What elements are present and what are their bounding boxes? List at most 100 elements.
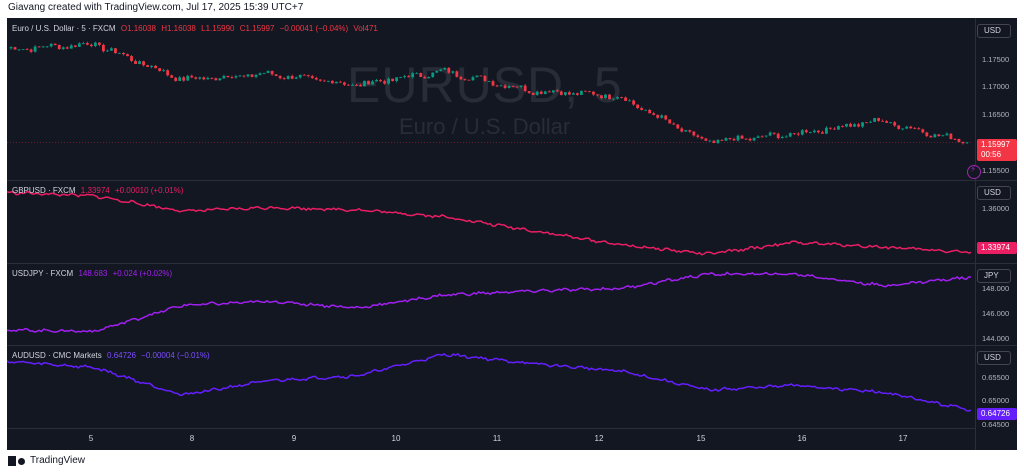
time-tick-label: 16 xyxy=(797,434,807,443)
candle-body xyxy=(804,130,808,133)
candle-body xyxy=(776,133,780,139)
price-tick: 1.15500 xyxy=(982,166,1010,175)
usdjpy-series-line xyxy=(7,271,971,333)
candle-body xyxy=(628,100,631,102)
candle-body xyxy=(579,90,583,95)
candle-body xyxy=(652,113,656,115)
candle-body xyxy=(849,123,852,127)
candle-body xyxy=(668,119,672,124)
candle-body xyxy=(616,97,619,99)
candle-body xyxy=(443,67,447,70)
candle-body xyxy=(49,43,53,47)
candle-body xyxy=(712,140,716,143)
candle-body xyxy=(692,131,696,136)
candle-body xyxy=(527,91,531,93)
candle-body xyxy=(796,133,800,135)
price-scale[interactable]: USD 1.17500 1.17000 1.16500 1.15997 00:5… xyxy=(975,18,1017,450)
candle-body xyxy=(921,129,925,133)
candle-body xyxy=(81,43,85,44)
candle-body xyxy=(106,50,109,52)
candle-body xyxy=(37,46,41,48)
legend-usdjpy[interactable]: USDJPY · FXCM 148.683 +0.024 (+0.02%) xyxy=(12,269,175,278)
candle-body xyxy=(379,80,382,82)
candle-body xyxy=(881,120,885,122)
candle-body xyxy=(752,137,756,141)
currency-label-audusd[interactable]: USD xyxy=(977,351,1011,365)
candle-body xyxy=(877,118,881,121)
last-price-label-eurusd: 1.15997 00:56 xyxy=(977,139,1017,161)
candle-body xyxy=(29,49,33,52)
candle-body xyxy=(202,77,206,80)
candle-body xyxy=(330,80,334,84)
candle-body xyxy=(146,65,149,67)
candle-body xyxy=(467,79,471,81)
pane-separator[interactable] xyxy=(7,263,1017,264)
candle-body xyxy=(222,75,226,79)
currency-label-eurusd[interactable]: USD xyxy=(977,24,1011,38)
candle-body xyxy=(134,60,137,64)
legend-eurusd[interactable]: Euro / U.S. Dollar · 5 · FXCM O1.16038 H… xyxy=(12,24,381,33)
candle-body xyxy=(937,134,941,137)
candle-body xyxy=(760,136,764,138)
candle-body xyxy=(89,44,93,47)
legend-gbpusd[interactable]: GBPUSD · FXCM 1.33974 +0.00010 (+0.01%) xyxy=(12,186,186,195)
candle-body xyxy=(600,95,603,99)
candle-body xyxy=(905,126,909,129)
candle-body xyxy=(178,77,182,81)
candle-body xyxy=(270,70,274,75)
candle-body xyxy=(925,132,929,137)
legend-audusd-last: 0.64726 xyxy=(107,351,136,360)
candle-body xyxy=(238,75,242,77)
candle-body xyxy=(676,124,680,129)
legend-audusd[interactable]: AUDUSD · CMC Markets 0.64726 −0.00004 (−… xyxy=(12,351,213,360)
candle-body xyxy=(873,118,877,122)
candle-body xyxy=(495,85,499,87)
candle-body xyxy=(431,72,435,77)
plot-area[interactable]: EURUSD, 5 Euro / U.S. Dollar Euro / U.S.… xyxy=(7,18,975,428)
candle-body xyxy=(901,128,905,130)
candle-body xyxy=(748,138,752,141)
candle-body xyxy=(407,76,411,78)
legend-gbpusd-name: GBPUSD · FXCM xyxy=(12,186,76,195)
candle-body xyxy=(45,46,49,48)
candle-body xyxy=(941,135,945,137)
candle-body xyxy=(230,77,234,78)
pane-separator[interactable] xyxy=(7,180,1017,181)
candle-body xyxy=(592,91,595,95)
candle-body xyxy=(624,97,627,101)
pane-separator[interactable] xyxy=(7,345,1017,346)
candle-body xyxy=(101,44,105,52)
candle-body xyxy=(575,93,579,95)
time-tick-label: 12 xyxy=(594,434,604,443)
candle-body xyxy=(439,69,443,71)
currency-label-gbpusd[interactable]: USD xyxy=(977,186,1011,200)
chart-plot-svg[interactable] xyxy=(7,18,975,428)
candle-body xyxy=(17,49,21,51)
last-price-label-audusd: 0.64726 xyxy=(977,408,1017,420)
candle-body xyxy=(33,46,37,52)
candle-body xyxy=(451,71,455,73)
candle-body xyxy=(210,77,214,79)
candle-body xyxy=(334,81,338,84)
time-scale[interactable]: 5 8 9 10 11 12 15 16 17 xyxy=(7,428,975,450)
candle-body xyxy=(65,47,69,49)
chart-frame[interactable]: EURUSD, 5 Euro / U.S. Dollar Euro / U.S.… xyxy=(7,18,1017,450)
tradingview-logo-icon xyxy=(8,455,26,466)
legend-gbpusd-change: +0.00010 (+0.01%) xyxy=(114,186,184,195)
candle-body xyxy=(507,86,511,88)
candle-body xyxy=(736,135,740,141)
candle-countdown: 00:56 xyxy=(981,150,1002,159)
candle-body xyxy=(684,130,688,132)
currency-label-usdjpy[interactable]: JPY xyxy=(977,269,1011,283)
tradingview-brand-text: TradingView xyxy=(30,455,86,466)
candle-body xyxy=(640,108,644,110)
candle-body xyxy=(114,48,117,54)
lightning-icon[interactable] xyxy=(967,165,981,179)
legend-eurusd-open: O1.16038 xyxy=(120,24,156,33)
candle-body xyxy=(306,75,310,77)
candle-body xyxy=(77,43,81,47)
candle-body xyxy=(391,78,395,81)
candle-body xyxy=(423,76,427,79)
candle-body xyxy=(567,92,571,95)
candle-body xyxy=(487,81,491,82)
